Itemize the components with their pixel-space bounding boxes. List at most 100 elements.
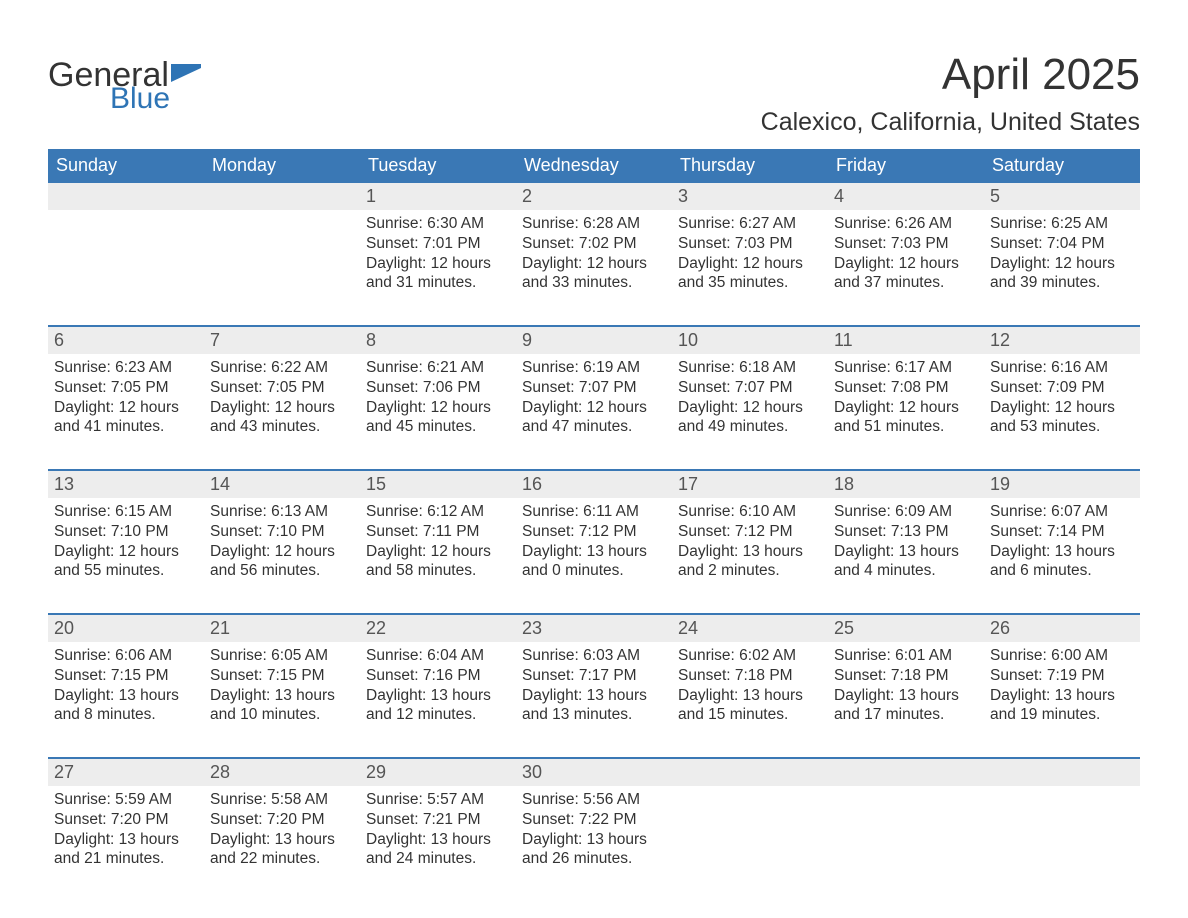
sunrise-text: Sunrise: 6:16 AM (990, 358, 1134, 378)
sunset-text: Sunset: 7:05 PM (54, 378, 198, 398)
sunset-text: Sunset: 7:05 PM (210, 378, 354, 398)
dow-thursday: Thursday (672, 149, 828, 183)
day-number: 9 (516, 327, 672, 354)
day-body: Sunrise: 6:07 AMSunset: 7:14 PMDaylight:… (984, 498, 1140, 585)
sunset-text: Sunset: 7:19 PM (990, 666, 1134, 686)
daylight-text: Daylight: 12 hours and 51 minutes. (834, 398, 978, 438)
day-number: 1 (360, 183, 516, 210)
day-body: Sunrise: 6:15 AMSunset: 7:10 PMDaylight:… (48, 498, 204, 585)
sunset-text: Sunset: 7:13 PM (834, 522, 978, 542)
day-body: Sunrise: 6:09 AMSunset: 7:13 PMDaylight:… (828, 498, 984, 585)
day-number (672, 759, 828, 786)
day-number: 3 (672, 183, 828, 210)
day-body: Sunrise: 6:16 AMSunset: 7:09 PMDaylight:… (984, 354, 1140, 441)
daylight-text: Daylight: 12 hours and 37 minutes. (834, 254, 978, 294)
day-number: 22 (360, 615, 516, 642)
daylight-text: Daylight: 13 hours and 26 minutes. (522, 830, 666, 870)
sunrise-text: Sunrise: 6:06 AM (54, 646, 198, 666)
daylight-text: Daylight: 12 hours and 43 minutes. (210, 398, 354, 438)
sunset-text: Sunset: 7:10 PM (54, 522, 198, 542)
day-cell: 3Sunrise: 6:27 AMSunset: 7:03 PMDaylight… (672, 183, 828, 311)
day-cell (828, 759, 984, 887)
sunset-text: Sunset: 7:12 PM (678, 522, 822, 542)
day-cell: 21Sunrise: 6:05 AMSunset: 7:15 PMDayligh… (204, 615, 360, 743)
day-body: Sunrise: 5:57 AMSunset: 7:21 PMDaylight:… (360, 786, 516, 873)
day-number: 15 (360, 471, 516, 498)
day-cell: 27Sunrise: 5:59 AMSunset: 7:20 PMDayligh… (48, 759, 204, 887)
daylight-text: Daylight: 12 hours and 33 minutes. (522, 254, 666, 294)
dow-monday: Monday (204, 149, 360, 183)
day-cell: 8Sunrise: 6:21 AMSunset: 7:06 PMDaylight… (360, 327, 516, 455)
day-body: Sunrise: 5:56 AMSunset: 7:22 PMDaylight:… (516, 786, 672, 873)
day-number: 4 (828, 183, 984, 210)
sunset-text: Sunset: 7:04 PM (990, 234, 1134, 254)
sunrise-text: Sunrise: 6:15 AM (54, 502, 198, 522)
day-body: Sunrise: 6:23 AMSunset: 7:05 PMDaylight:… (48, 354, 204, 441)
day-body: Sunrise: 6:18 AMSunset: 7:07 PMDaylight:… (672, 354, 828, 441)
day-number: 10 (672, 327, 828, 354)
daylight-text: Daylight: 12 hours and 49 minutes. (678, 398, 822, 438)
sunrise-text: Sunrise: 6:28 AM (522, 214, 666, 234)
day-cell (984, 759, 1140, 887)
day-body: Sunrise: 6:00 AMSunset: 7:19 PMDaylight:… (984, 642, 1140, 729)
day-body: Sunrise: 6:03 AMSunset: 7:17 PMDaylight:… (516, 642, 672, 729)
weeks-container: 1Sunrise: 6:30 AMSunset: 7:01 PMDaylight… (48, 183, 1140, 887)
day-body: Sunrise: 5:59 AMSunset: 7:20 PMDaylight:… (48, 786, 204, 873)
day-number: 29 (360, 759, 516, 786)
page: General Blue April 2025 Calexico, Califo… (0, 0, 1188, 918)
day-number: 27 (48, 759, 204, 786)
daylight-text: Daylight: 13 hours and 24 minutes. (366, 830, 510, 870)
sunset-text: Sunset: 7:02 PM (522, 234, 666, 254)
day-cell: 30Sunrise: 5:56 AMSunset: 7:22 PMDayligh… (516, 759, 672, 887)
day-body: Sunrise: 6:28 AMSunset: 7:02 PMDaylight:… (516, 210, 672, 297)
sunrise-text: Sunrise: 6:22 AM (210, 358, 354, 378)
day-number: 7 (204, 327, 360, 354)
sunset-text: Sunset: 7:17 PM (522, 666, 666, 686)
daylight-text: Daylight: 13 hours and 15 minutes. (678, 686, 822, 726)
header: General Blue April 2025 Calexico, Califo… (48, 50, 1140, 137)
sunset-text: Sunset: 7:21 PM (366, 810, 510, 830)
day-number: 25 (828, 615, 984, 642)
day-number: 19 (984, 471, 1140, 498)
daylight-text: Daylight: 12 hours and 39 minutes. (990, 254, 1134, 294)
day-body: Sunrise: 6:04 AMSunset: 7:16 PMDaylight:… (360, 642, 516, 729)
day-cell: 18Sunrise: 6:09 AMSunset: 7:13 PMDayligh… (828, 471, 984, 599)
sunrise-text: Sunrise: 6:10 AM (678, 502, 822, 522)
sunrise-text: Sunrise: 6:03 AM (522, 646, 666, 666)
day-cell: 14Sunrise: 6:13 AMSunset: 7:10 PMDayligh… (204, 471, 360, 599)
daylight-text: Daylight: 12 hours and 55 minutes. (54, 542, 198, 582)
day-number (828, 759, 984, 786)
day-of-week-header: Sunday Monday Tuesday Wednesday Thursday… (48, 149, 1140, 183)
sunrise-text: Sunrise: 5:57 AM (366, 790, 510, 810)
sunrise-text: Sunrise: 6:09 AM (834, 502, 978, 522)
day-body: Sunrise: 6:01 AMSunset: 7:18 PMDaylight:… (828, 642, 984, 729)
day-number: 16 (516, 471, 672, 498)
title-block: April 2025 Calexico, California, United … (761, 50, 1140, 137)
sunset-text: Sunset: 7:16 PM (366, 666, 510, 686)
sunset-text: Sunset: 7:18 PM (834, 666, 978, 686)
day-cell: 10Sunrise: 6:18 AMSunset: 7:07 PMDayligh… (672, 327, 828, 455)
day-number: 12 (984, 327, 1140, 354)
sunset-text: Sunset: 7:09 PM (990, 378, 1134, 398)
sunrise-text: Sunrise: 6:07 AM (990, 502, 1134, 522)
day-number: 13 (48, 471, 204, 498)
sunrise-text: Sunrise: 5:58 AM (210, 790, 354, 810)
sunrise-text: Sunrise: 6:27 AM (678, 214, 822, 234)
dow-saturday: Saturday (984, 149, 1140, 183)
week-row: 13Sunrise: 6:15 AMSunset: 7:10 PMDayligh… (48, 469, 1140, 599)
sunset-text: Sunset: 7:12 PM (522, 522, 666, 542)
sunrise-text: Sunrise: 5:59 AM (54, 790, 198, 810)
day-body: Sunrise: 6:26 AMSunset: 7:03 PMDaylight:… (828, 210, 984, 297)
day-cell: 16Sunrise: 6:11 AMSunset: 7:12 PMDayligh… (516, 471, 672, 599)
sunrise-text: Sunrise: 6:01 AM (834, 646, 978, 666)
day-cell: 20Sunrise: 6:06 AMSunset: 7:15 PMDayligh… (48, 615, 204, 743)
daylight-text: Daylight: 13 hours and 22 minutes. (210, 830, 354, 870)
day-body: Sunrise: 6:17 AMSunset: 7:08 PMDaylight:… (828, 354, 984, 441)
day-body: Sunrise: 6:27 AMSunset: 7:03 PMDaylight:… (672, 210, 828, 297)
flag-icon (171, 64, 201, 88)
dow-sunday: Sunday (48, 149, 204, 183)
day-number: 20 (48, 615, 204, 642)
day-cell: 15Sunrise: 6:12 AMSunset: 7:11 PMDayligh… (360, 471, 516, 599)
sunset-text: Sunset: 7:06 PM (366, 378, 510, 398)
sunset-text: Sunset: 7:11 PM (366, 522, 510, 542)
